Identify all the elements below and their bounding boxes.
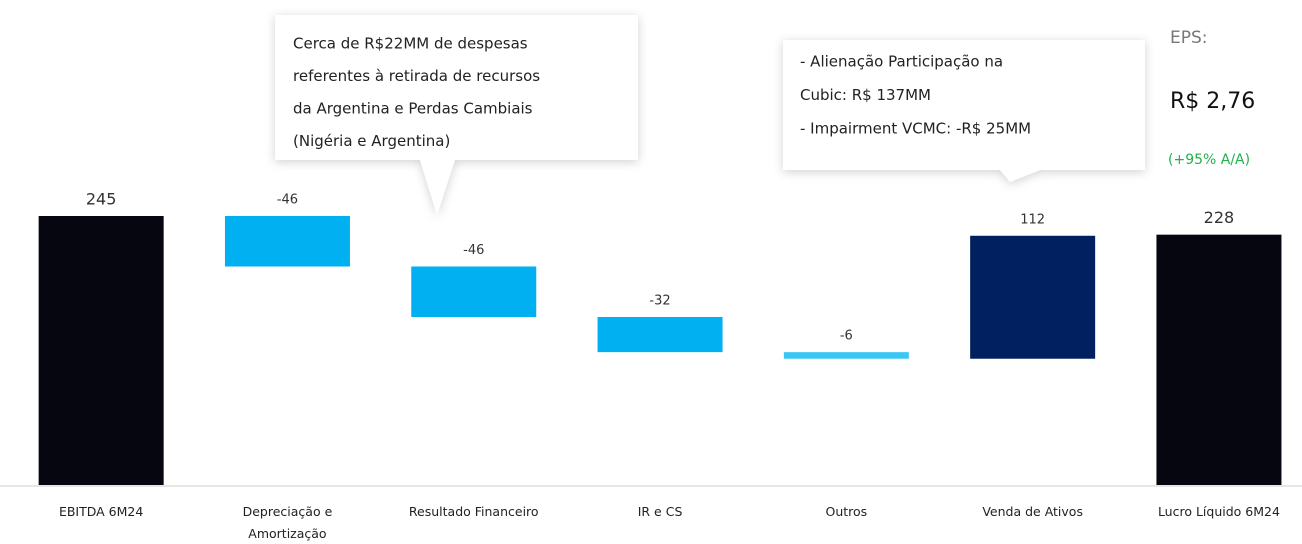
value-label: -46 xyxy=(463,243,484,258)
annotation-line: da Argentina e Perdas Cambiais xyxy=(293,100,533,118)
value-label: 112 xyxy=(1020,212,1045,227)
annotation-line: Cubic: R$ 137MM xyxy=(800,86,931,104)
annotation-line: Cerca de R$22MM de despesas xyxy=(293,35,528,53)
x-tick-label: Depreciação e Amortização xyxy=(242,504,333,541)
x-tick-label: Venda de Ativos xyxy=(982,504,1083,519)
annotation-line: (Nigéria e Argentina) xyxy=(293,132,450,150)
bar xyxy=(411,266,537,318)
callout-box xyxy=(783,40,1145,182)
bar xyxy=(1156,234,1282,485)
bar xyxy=(783,352,909,359)
eps-change: (+95% A/A) xyxy=(1168,152,1250,168)
x-tick-label: Outros xyxy=(825,504,868,519)
callout-box xyxy=(275,15,638,215)
value-label: -46 xyxy=(277,193,298,208)
bar xyxy=(970,235,1096,359)
eps-label: EPS: xyxy=(1170,28,1208,48)
annotation-line: - Alienação Participação na xyxy=(800,53,1003,71)
value-label: -32 xyxy=(649,294,670,309)
value-label: 228 xyxy=(1204,208,1235,227)
x-tick-label: EBITDA 6M24 xyxy=(58,504,144,519)
x-tick-label: Resultado Financeiro xyxy=(408,504,539,519)
bar xyxy=(224,216,350,267)
bar xyxy=(38,216,164,485)
value-label: 245 xyxy=(86,190,117,209)
x-tick-label: Lucro Líquido 6M24 xyxy=(1157,504,1280,519)
annotation-line: referentes à retirada de recursos xyxy=(293,67,540,85)
value-label: -6 xyxy=(840,329,853,344)
annotation-line: - Impairment VCMC: -R$ 25MM xyxy=(800,120,1031,138)
eps-value: R$ 2,76 xyxy=(1170,89,1255,114)
x-tick-label: IR e CS xyxy=(637,504,683,519)
bar xyxy=(597,317,723,353)
